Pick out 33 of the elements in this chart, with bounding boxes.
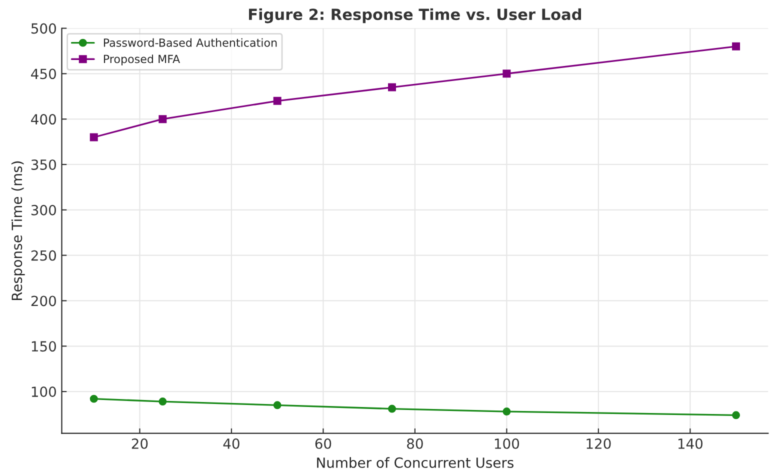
x-tick-label: 80 xyxy=(407,438,423,449)
y-tick-label: 100 xyxy=(32,386,56,398)
chart-title: Figure 2: Response Time vs. User Load xyxy=(249,8,582,24)
point xyxy=(273,96,282,105)
x-tick-label: 40 xyxy=(223,438,240,449)
point xyxy=(732,411,740,420)
legend-label: Password-Based Authentication xyxy=(104,38,277,47)
point xyxy=(273,401,282,410)
point xyxy=(158,115,167,124)
y-tick-label: 300 xyxy=(31,204,56,216)
point xyxy=(90,133,98,142)
y-tick-label: 400 xyxy=(31,114,56,125)
y-tick-label: 150 xyxy=(32,341,56,352)
y-tick-label: 200 xyxy=(31,296,56,306)
x-tick-label: 20 xyxy=(132,438,148,449)
x-tick-label: 60 xyxy=(315,438,332,449)
x-axis-title: Number of Concurrent Users xyxy=(317,457,514,468)
y-tick-label: 450 xyxy=(31,68,56,80)
legend-label: Proposed MFA xyxy=(104,54,180,66)
x-tick-label: 140 xyxy=(678,438,702,449)
x-tick-label: 100 xyxy=(494,438,520,449)
point xyxy=(388,404,396,413)
point xyxy=(732,42,740,50)
point xyxy=(502,70,511,78)
point xyxy=(90,394,98,403)
point xyxy=(388,83,396,92)
x-tick-label: 120 xyxy=(586,438,611,449)
y-tick-label: 250 xyxy=(31,250,56,261)
y-tick-label: 500 xyxy=(31,23,56,34)
point xyxy=(158,398,167,406)
y-axis-title: Response Time (ms) xyxy=(11,161,25,300)
point xyxy=(502,408,511,416)
y-tick-label: 350 xyxy=(31,159,56,170)
